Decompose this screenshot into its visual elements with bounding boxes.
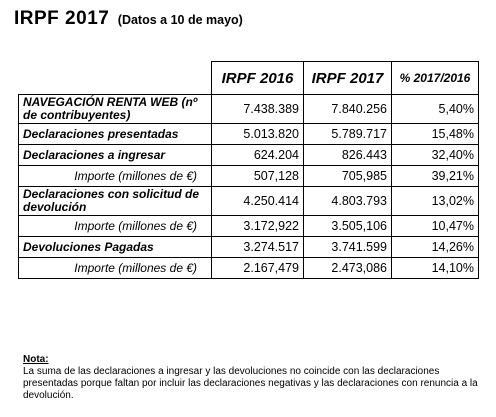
value-2017: 826.443 (303, 144, 392, 166)
header-empty-cell (18, 61, 212, 95)
row-label: Declaraciones presentadas (18, 123, 212, 145)
value-2017: 2.473,086 (303, 257, 392, 279)
value-2016: 7.438.389 (211, 94, 304, 124)
value-2016: 3.172,922 (211, 215, 304, 237)
page-title: IRPF 2017 (Datos a 10 de mayo) (14, 8, 243, 30)
note-title: Nota: (23, 354, 49, 365)
note-text: La suma de las declaraciones a ingresar … (23, 366, 478, 401)
table-row: Declaraciones presentadas 5.013.820 5.78… (18, 123, 479, 145)
table-row: Importe (millones de €) 2.167,479 2.473,… (18, 257, 479, 279)
value-2016: 5.013.820 (211, 123, 304, 145)
title-subtitle: (Datos a 10 de mayo) (117, 13, 243, 27)
table-row: Importe (millones de €) 507,128 705,985 … (18, 165, 479, 187)
table-row: Declaraciones a ingresar 624.204 826.443… (18, 144, 479, 166)
row-label: Declaraciones a ingresar (18, 144, 212, 166)
value-percent: 10,47% (391, 215, 479, 237)
value-2017: 4.803.793 (303, 186, 392, 216)
row-label: Devoluciones Pagadas (18, 236, 212, 258)
table-row: Declaraciones con solicitud de devolució… (18, 186, 479, 216)
value-2017: 3.505,106 (303, 215, 392, 237)
title-main: IRPF 2017 (14, 8, 110, 29)
value-percent: 14,10% (391, 257, 479, 279)
table-row: Devoluciones Pagadas 3.274.517 3.741.599… (18, 236, 479, 258)
value-percent: 15,48% (391, 123, 479, 145)
value-2016: 507,128 (211, 165, 304, 187)
value-2016: 4.250.414 (211, 186, 304, 216)
column-header-percent: % 2017/2016 (391, 61, 479, 95)
value-2017: 3.741.599 (303, 236, 392, 258)
column-header-2016: IRPF 2016 (211, 61, 304, 95)
row-label: NAVEGACIÓN RENTA WEB (nº de contribuyent… (18, 94, 212, 124)
row-label: Declaraciones con solicitud de devolució… (18, 186, 212, 216)
row-label: Importe (millones de €) (18, 165, 212, 187)
value-percent: 5,40% (391, 94, 479, 124)
value-2017: 705,985 (303, 165, 392, 187)
value-2016: 3.274.517 (211, 236, 304, 258)
irpf-table: IRPF 2016 IRPF 2017 % 2017/2016 NAVEGACI… (18, 61, 479, 279)
value-2017: 5.789.717 (303, 123, 392, 145)
column-header-2017: IRPF 2017 (303, 61, 392, 95)
value-percent: 14,26% (391, 236, 479, 258)
table-row: NAVEGACIÓN RENTA WEB (nº de contribuyent… (18, 94, 479, 124)
row-label: Importe (millones de €) (18, 257, 212, 279)
value-2016: 624.204 (211, 144, 304, 166)
value-2016: 2.167,479 (211, 257, 304, 279)
footnote: Nota: La suma de las declaraciones a ing… (23, 354, 483, 402)
table-row: Importe (millones de €) 3.172,922 3.505,… (18, 215, 479, 237)
value-percent: 39,21% (391, 165, 479, 187)
value-2017: 7.840.256 (303, 94, 392, 124)
value-percent: 13,02% (391, 186, 479, 216)
table-header-row: IRPF 2016 IRPF 2017 % 2017/2016 (18, 61, 479, 95)
value-percent: 32,40% (391, 144, 479, 166)
row-label: Importe (millones de €) (18, 215, 212, 237)
